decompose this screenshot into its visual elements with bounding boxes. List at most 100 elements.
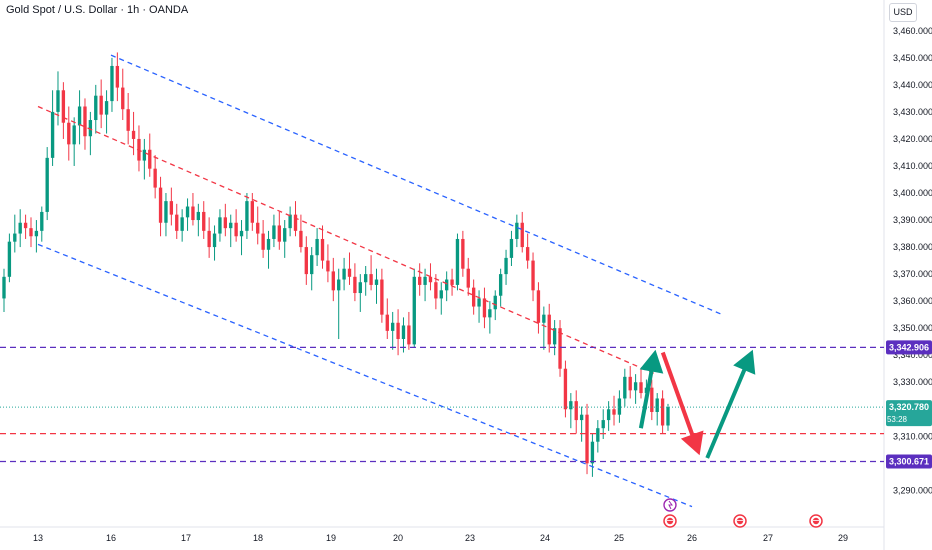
us-flag-event-icon-inner xyxy=(666,517,674,525)
candle-body xyxy=(191,206,195,221)
channel-bottom-trendline xyxy=(37,243,693,508)
candle-body xyxy=(536,290,541,323)
candle-body xyxy=(428,276,433,283)
candle-body xyxy=(121,87,125,110)
candle-body xyxy=(175,214,179,231)
candle-body xyxy=(461,238,465,269)
candle-body xyxy=(315,238,319,256)
countdown-label: 53:28 xyxy=(887,415,908,424)
down-arrow xyxy=(660,351,704,456)
candle-body xyxy=(320,238,325,261)
candle-body xyxy=(358,282,362,294)
candle-body xyxy=(331,271,335,291)
candle-body xyxy=(509,238,514,258)
candle-body xyxy=(148,149,152,169)
y-tick-label: 3,290.000 xyxy=(893,485,932,495)
candle-body xyxy=(234,222,238,237)
candle-body xyxy=(504,257,508,275)
candle-body xyxy=(283,228,287,242)
candle-body xyxy=(596,428,600,442)
candle-body xyxy=(261,233,265,250)
y-tick-label: 3,370.000 xyxy=(893,269,932,279)
candle-body xyxy=(56,90,60,112)
candle-body xyxy=(142,149,147,161)
candle-body xyxy=(563,368,568,410)
candle-body xyxy=(158,187,163,223)
candle-body xyxy=(164,201,168,223)
event-marker-glyph xyxy=(668,500,673,510)
y-tick-label: 3,400.000 xyxy=(893,188,932,198)
candle-body xyxy=(574,401,578,421)
candle-body xyxy=(418,276,422,285)
candle-body xyxy=(369,274,373,285)
candle-body xyxy=(520,222,524,248)
candle-body xyxy=(633,382,638,391)
candle-body xyxy=(202,211,206,231)
candle-body xyxy=(223,217,228,229)
candle-body xyxy=(493,295,497,310)
candle-body xyxy=(131,130,136,139)
candle-body xyxy=(212,233,217,248)
x-tick-label: 18 xyxy=(253,533,263,543)
candle-body xyxy=(471,287,476,307)
candle-body xyxy=(590,441,595,464)
y-tick-label: 3,340.000 xyxy=(893,350,932,360)
y-tick-label: 3,360.000 xyxy=(893,296,932,306)
candle-body xyxy=(169,201,174,215)
candle-body xyxy=(612,409,616,415)
candle-body xyxy=(288,214,292,229)
x-tick-label: 13 xyxy=(33,533,43,543)
x-tick-label: 20 xyxy=(393,533,403,543)
candle-body xyxy=(601,420,605,429)
candle-body xyxy=(45,157,49,212)
y-tick-label: 3,410.000 xyxy=(893,161,932,171)
candle-body xyxy=(293,214,298,231)
candle-body xyxy=(423,276,427,285)
candle-body xyxy=(229,222,233,229)
candle-body xyxy=(299,230,303,248)
candle-body xyxy=(525,247,530,261)
candle-body xyxy=(250,201,254,223)
candle-body xyxy=(374,279,379,285)
candle-body xyxy=(245,201,249,231)
y-tick-label: 3,450.000 xyxy=(893,53,932,63)
candle-body xyxy=(353,276,357,294)
candle-body xyxy=(498,274,503,296)
candle-body xyxy=(310,255,314,275)
candle-body xyxy=(304,247,308,275)
currency-button[interactable]: USD xyxy=(889,3,917,22)
price-label-text: 3,300.671 xyxy=(889,457,929,467)
y-tick-label: 3,380.000 xyxy=(893,242,932,252)
candle-body xyxy=(72,125,76,145)
y-tick-label: 3,390.000 xyxy=(893,215,932,225)
candle-body xyxy=(542,314,546,323)
channel-mid-trendline xyxy=(37,105,656,375)
x-tick-label: 17 xyxy=(181,533,191,543)
up-arrow-1 xyxy=(638,349,664,429)
y-tick-label: 3,330.000 xyxy=(893,377,932,387)
candle-body xyxy=(34,230,39,237)
x-tick-label: 23 xyxy=(465,533,475,543)
candle-body xyxy=(547,314,551,345)
candle-body xyxy=(623,376,627,399)
candle-body xyxy=(115,65,120,88)
candle-body xyxy=(569,401,573,410)
candle-body xyxy=(364,274,368,283)
candle-body xyxy=(218,217,222,234)
candle-body xyxy=(515,222,519,239)
y-tick-label: 3,430.000 xyxy=(893,107,932,117)
candle-body xyxy=(488,309,492,318)
up-arrow-2 xyxy=(705,349,756,459)
candle-body xyxy=(88,120,93,137)
us-flag-event-icon-inner xyxy=(736,517,744,525)
candle-body xyxy=(401,325,406,339)
channel-top-trendline xyxy=(110,54,723,316)
y-tick-label: 3,350.000 xyxy=(893,323,932,333)
candle-body xyxy=(207,230,211,248)
candle-body xyxy=(67,122,71,145)
candle-body xyxy=(239,230,244,237)
candle-body xyxy=(2,276,6,299)
candle-body xyxy=(434,282,438,299)
